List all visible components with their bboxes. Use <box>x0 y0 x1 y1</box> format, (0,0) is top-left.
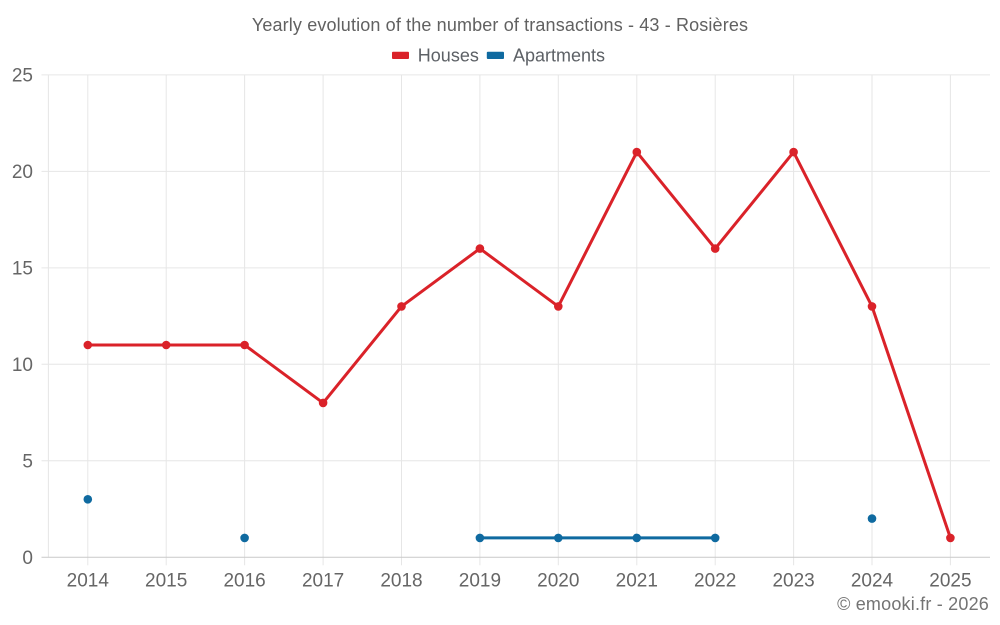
svg-text:2015: 2015 <box>145 570 187 591</box>
svg-text:2024: 2024 <box>851 570 894 591</box>
svg-text:2020: 2020 <box>537 570 579 591</box>
svg-text:2019: 2019 <box>459 570 501 591</box>
svg-text:20: 20 <box>12 162 33 183</box>
svg-text:25: 25 <box>12 66 33 87</box>
svg-text:2022: 2022 <box>694 570 736 591</box>
svg-text:Yearly evolution of the number: Yearly evolution of the number of transa… <box>252 15 748 35</box>
svg-text:15: 15 <box>12 259 33 280</box>
svg-text:2018: 2018 <box>380 570 422 591</box>
svg-text:2016: 2016 <box>223 570 265 591</box>
svg-text:2025: 2025 <box>929 570 971 591</box>
svg-text:5: 5 <box>22 452 33 473</box>
svg-text:2014: 2014 <box>67 570 110 591</box>
svg-text:10: 10 <box>12 355 33 376</box>
svg-text:2023: 2023 <box>772 570 814 591</box>
svg-text:Apartments: Apartments <box>513 46 605 66</box>
svg-text:0: 0 <box>22 548 33 569</box>
svg-text:2021: 2021 <box>616 570 658 591</box>
svg-text:© emooki.fr - 2026: © emooki.fr - 2026 <box>837 594 989 614</box>
svg-text:2017: 2017 <box>302 570 344 591</box>
svg-text:Houses: Houses <box>418 46 479 66</box>
